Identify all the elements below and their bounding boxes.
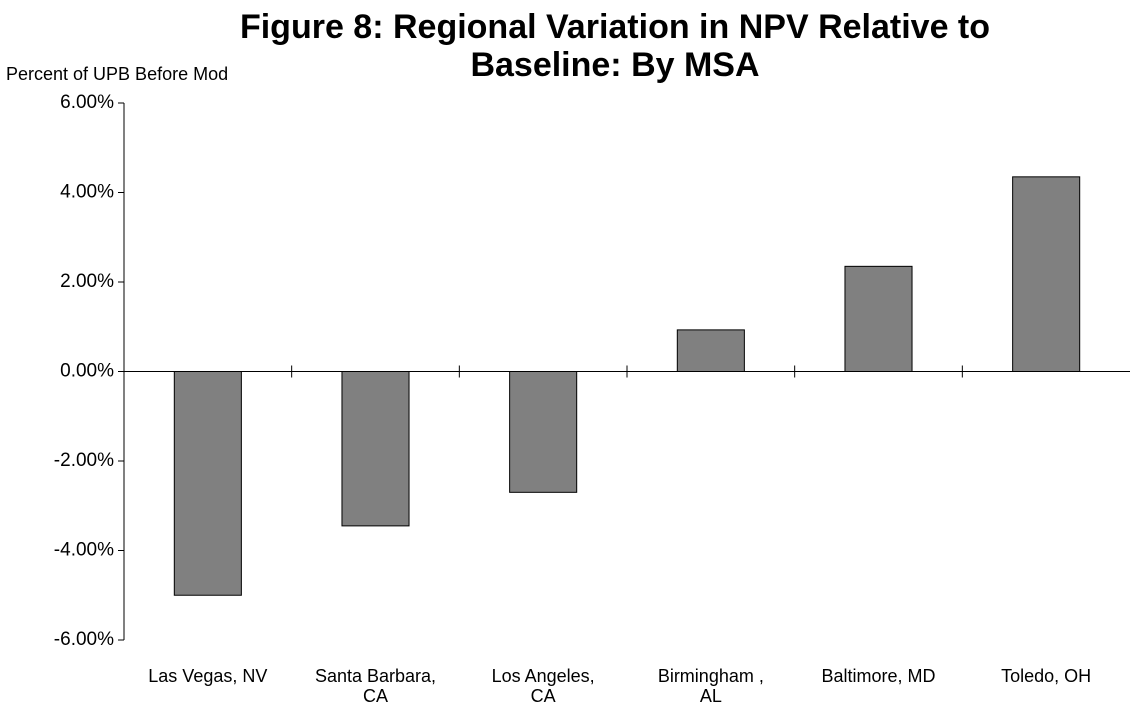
y-tick-label: 6.00% — [60, 92, 114, 113]
y-tick-label: 0.00% — [60, 361, 114, 382]
x-tick-label: Las Vegas, NV — [148, 666, 268, 686]
bar — [509, 371, 578, 493]
x-tick-label: Santa Barbara, CA — [314, 666, 437, 706]
y-tick-label: 2.00% — [60, 271, 114, 292]
y-tick-label: 4.00% — [60, 182, 114, 203]
bar — [173, 371, 242, 596]
bar — [341, 371, 410, 527]
bar — [1012, 176, 1081, 372]
bar — [844, 265, 913, 372]
x-tick-label: Toledo, OH — [1001, 666, 1092, 686]
chart-title: Figure 8: Regional Variation in NPV Rela… — [239, 8, 991, 84]
y-axis-label: Percent of UPB Before Mod — [6, 64, 229, 84]
y-tick-label: -4.00% — [54, 540, 114, 561]
y-tick-label: -2.00% — [54, 450, 114, 471]
x-tick-label: Baltimore, MD — [821, 666, 936, 686]
y-tick-label: -6.00% — [54, 629, 114, 650]
x-tick-label: Los Angeles, CA — [491, 666, 595, 706]
bar — [676, 329, 745, 373]
x-tick-label: Birmingham , AL — [657, 666, 764, 706]
